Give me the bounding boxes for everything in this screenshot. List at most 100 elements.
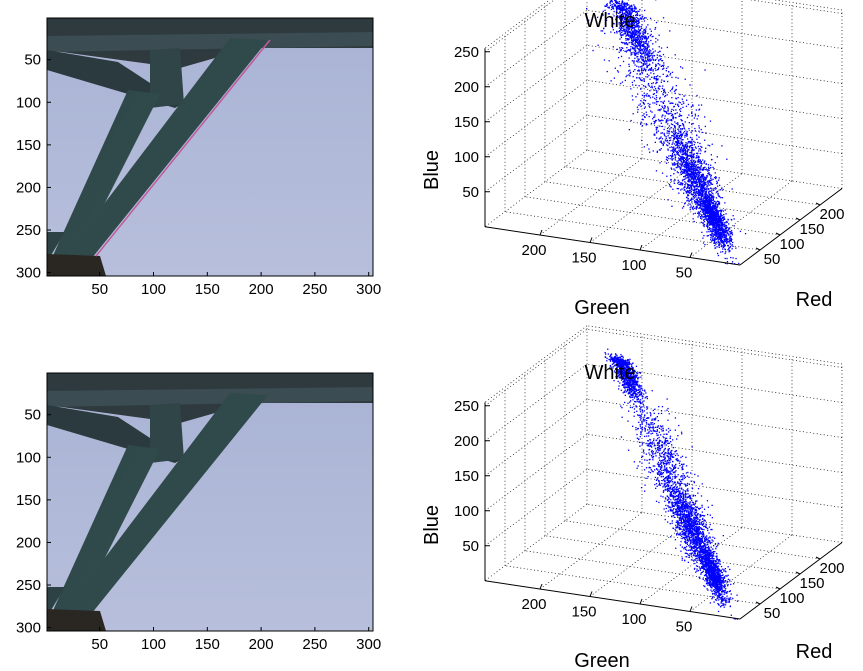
scatter-point bbox=[705, 147, 707, 149]
scatter-point bbox=[681, 98, 683, 100]
scatter-point bbox=[649, 106, 651, 108]
scatter-point bbox=[618, 361, 620, 363]
scatter-point bbox=[703, 168, 705, 171]
scatter-point bbox=[677, 188, 680, 190]
ytick-label: 100 bbox=[16, 449, 41, 466]
scatter-point bbox=[655, 77, 658, 79]
scatter-point bbox=[692, 175, 694, 178]
scatter-point bbox=[632, 32, 634, 34]
scatter-point bbox=[704, 202, 706, 205]
scatter-point bbox=[613, 77, 615, 79]
scatter-point bbox=[710, 198, 713, 200]
scatter-point bbox=[639, 103, 641, 105]
scatter-point bbox=[643, 45, 645, 47]
scatter-point bbox=[615, 10, 618, 12]
scatter-point bbox=[673, 149, 676, 152]
xtick-mark bbox=[795, 217, 801, 221]
scatter-point bbox=[615, 360, 617, 363]
scatter-point bbox=[630, 372, 632, 374]
scatter-point bbox=[728, 247, 730, 250]
scatter-point bbox=[687, 193, 689, 196]
scatter-point bbox=[632, 362, 634, 364]
scatter-point bbox=[624, 5, 626, 8]
scatter-point bbox=[673, 182, 676, 184]
scatter-point bbox=[663, 108, 665, 110]
scatter-point bbox=[630, 23, 632, 26]
scatter-point bbox=[592, 49, 594, 52]
scatter-point bbox=[640, 121, 642, 123]
scatter-point bbox=[710, 196, 713, 198]
scatter-point bbox=[693, 173, 695, 175]
scatter-point bbox=[661, 132, 663, 134]
scatter-point bbox=[727, 229, 729, 231]
scatter-point bbox=[717, 203, 719, 205]
scatter-point bbox=[666, 46, 668, 49]
scatter-point bbox=[673, 168, 675, 170]
scatter-point bbox=[703, 187, 705, 189]
scatter-point bbox=[689, 199, 692, 201]
scatter-point bbox=[629, 380, 631, 382]
scatter-point bbox=[657, 75, 659, 77]
scatter-point bbox=[624, 12, 626, 14]
scatter-point bbox=[715, 202, 717, 205]
scatter-point bbox=[679, 163, 681, 165]
scatter-point bbox=[620, 9, 622, 11]
scatter-point bbox=[622, 370, 625, 372]
scatter-point bbox=[632, 390, 634, 392]
scatter-point bbox=[672, 131, 674, 133]
scatter-point bbox=[676, 163, 678, 165]
scatter-point bbox=[726, 263, 728, 265]
scatter-point bbox=[634, 378, 636, 380]
scatter-point bbox=[695, 172, 697, 174]
scatter-point bbox=[712, 216, 714, 218]
scatter-point bbox=[709, 218, 711, 220]
scatter-point bbox=[697, 171, 699, 173]
scatter-point bbox=[653, 89, 655, 91]
scatter-point bbox=[634, 380, 637, 382]
scatter-point bbox=[698, 200, 700, 202]
scatter-point bbox=[628, 375, 630, 377]
scatter-point bbox=[657, 63, 660, 65]
scatter-point bbox=[652, 35, 654, 38]
scatter-point bbox=[686, 145, 689, 147]
scatter-point bbox=[660, 132, 662, 134]
scatter-point bbox=[604, 5, 606, 7]
scatter-point bbox=[690, 185, 692, 187]
scatter-point bbox=[665, 137, 667, 140]
scatter-point bbox=[622, 7, 624, 9]
scatter-point bbox=[664, 106, 666, 108]
scatter-point bbox=[623, 16, 625, 19]
scatter-point bbox=[696, 94, 698, 97]
scatter-point bbox=[678, 192, 680, 194]
scatter-point bbox=[695, 152, 698, 154]
scatter-point bbox=[625, 43, 627, 45]
scatter-point bbox=[651, 36, 653, 38]
scatter-point bbox=[663, 142, 665, 144]
scatter-point bbox=[706, 181, 708, 183]
scatter-point bbox=[708, 172, 710, 174]
scatter-point bbox=[644, 53, 646, 55]
scatter-point bbox=[653, 73, 655, 75]
scatter-point bbox=[632, 380, 634, 382]
scatter-point bbox=[661, 116, 663, 118]
scatter-point bbox=[633, 4, 635, 6]
scatter-point bbox=[627, 379, 629, 381]
scatter-point bbox=[716, 213, 718, 215]
scatter-point bbox=[647, 46, 649, 49]
scatter-point bbox=[684, 202, 686, 204]
scatter-point bbox=[726, 257, 728, 260]
scatter-point bbox=[635, 22, 637, 24]
scatter-point bbox=[689, 162, 691, 164]
scatter-point bbox=[635, 11, 637, 13]
scatter-point bbox=[626, 4, 628, 6]
scatter-point bbox=[683, 170, 685, 172]
scatter-point bbox=[615, 355, 617, 357]
scatter-point bbox=[696, 184, 698, 186]
scatter-point bbox=[618, 374, 620, 376]
scatter-point bbox=[723, 235, 725, 237]
scatter-point bbox=[718, 214, 720, 216]
scatter-point bbox=[709, 234, 711, 236]
scatter-point bbox=[719, 221, 721, 224]
scatter-point bbox=[633, 39, 636, 42]
scatter-point bbox=[616, 7, 618, 9]
